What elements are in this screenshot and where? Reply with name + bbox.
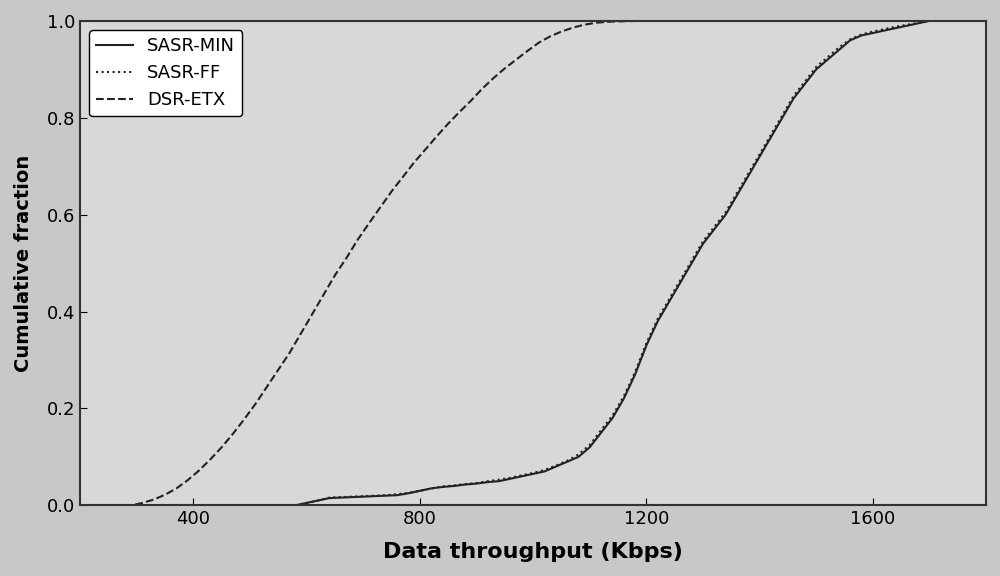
- DSR-ETX: [284, 349, 296, 356]
- SASR-MIN: [980, 17, 992, 24]
- SASR-MIN: [448, 483, 460, 490]
- SASR-MIN: [346, 494, 358, 501]
- SASR-MIN: [380, 492, 392, 499]
- SASR-MIN: [74, 502, 86, 509]
- SASR-FF: [923, 17, 935, 24]
- DSR-ETX: [487, 75, 499, 82]
- SASR-MIN: [301, 499, 313, 506]
- DSR-ETX: [74, 502, 86, 509]
- SASR-MIN: [923, 17, 935, 24]
- Legend: SASR-MIN, SASR-FF, DSR-ETX: SASR-MIN, SASR-FF, DSR-ETX: [89, 30, 242, 116]
- SASR-MIN: [754, 153, 766, 160]
- DSR-ETX: [635, 17, 647, 24]
- SASR-FF: [380, 492, 392, 499]
- SASR-MIN: [618, 395, 630, 402]
- DSR-ETX: [521, 47, 533, 54]
- SASR-FF: [448, 482, 460, 489]
- SASR-FF: [618, 393, 630, 400]
- DSR-ETX: [238, 416, 250, 423]
- DSR-ETX: [980, 17, 992, 24]
- X-axis label: Data throughput (Kbps): Data throughput (Kbps): [383, 542, 683, 562]
- Y-axis label: Cumulative fraction: Cumulative fraction: [14, 154, 33, 372]
- SASR-FF: [346, 493, 358, 500]
- Line: DSR-ETX: DSR-ETX: [80, 21, 986, 505]
- SASR-FF: [980, 17, 992, 24]
- Line: SASR-FF: SASR-FF: [80, 21, 986, 505]
- DSR-ETX: [295, 330, 307, 337]
- SASR-FF: [301, 499, 313, 506]
- Line: SASR-MIN: SASR-MIN: [80, 21, 986, 505]
- DSR-ETX: [669, 17, 681, 24]
- SASR-FF: [74, 502, 86, 509]
- SASR-FF: [754, 151, 766, 158]
